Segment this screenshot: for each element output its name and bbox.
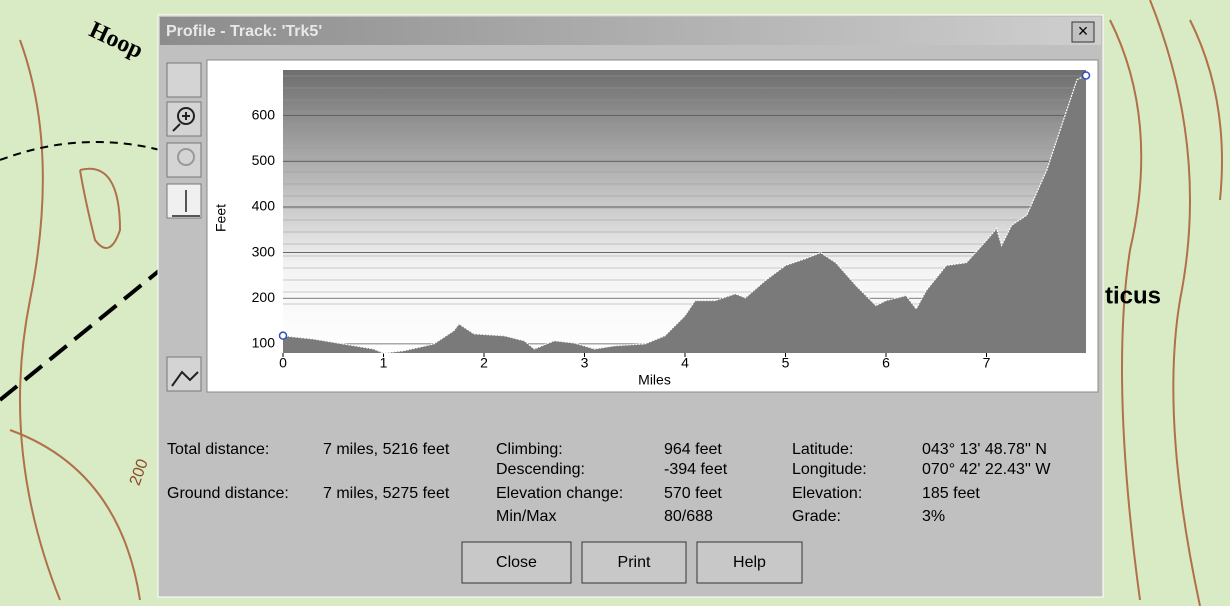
map-road [0, 268, 162, 402]
button-label: Print [618, 554, 651, 571]
stat-label: Latitude: [792, 441, 853, 458]
stat-label: Climbing: [496, 441, 563, 458]
window-title: Profile - Track: 'Trk5' [166, 23, 322, 40]
x-tick-label: 5 [782, 355, 790, 371]
x-tick-label: 0 [279, 355, 287, 371]
close-x-label: × [1078, 21, 1089, 41]
stat-value: 3% [922, 508, 945, 525]
x-axis-label: Miles [638, 372, 671, 388]
stat-label: Longitude: [792, 461, 867, 478]
endpoint [278, 331, 288, 340]
elevation-line [282, 74, 1087, 354]
stat-value: 043° 13' 48.78'' N [922, 441, 1047, 458]
stat-label: Elevation: [792, 485, 862, 502]
stat-label: Total distance: [167, 441, 269, 458]
button[interactable] [581, 541, 687, 584]
button[interactable] [461, 541, 572, 584]
x-tick-label: 1 [380, 355, 388, 371]
y-tick-label: 600 [252, 106, 276, 122]
stat-label: Min/Max [496, 508, 556, 525]
map-trail [0, 141, 161, 161]
stat-value: 7 miles, 5275 feet [323, 485, 450, 502]
stat-value: 185 feet [922, 485, 980, 502]
x-tick-label: 2 [480, 355, 488, 371]
stat-label: Elevation change: [496, 485, 623, 502]
close-x[interactable] [1071, 21, 1095, 43]
stat-label: Descending: [496, 461, 585, 478]
button-label: Help [733, 554, 766, 571]
y-tick-label: 400 [252, 198, 276, 214]
tool-icons [171, 107, 200, 387]
map-label: ticus [1105, 282, 1161, 309]
y-tick-label: 500 [252, 152, 276, 168]
title-bar [160, 17, 1101, 45]
stat-value: 964 feet [664, 441, 722, 458]
y-tick-label: 300 [252, 243, 276, 259]
x-tick-label: 6 [882, 355, 890, 371]
x-tick-label: 3 [581, 355, 589, 371]
button-label: Close [496, 554, 537, 571]
y-tick-label: 200 [252, 289, 276, 305]
y-tick-label: 100 [252, 335, 276, 351]
map-contours [9, 0, 1223, 607]
stat-value: 80/688 [664, 508, 713, 525]
elevation-area [283, 75, 1086, 353]
stat-value: 570 feet [664, 485, 722, 502]
button[interactable] [696, 541, 803, 584]
x-tick-label: 4 [681, 355, 689, 371]
stat-label: Ground distance: [167, 485, 289, 502]
x-tick-label: 7 [983, 355, 991, 371]
stat-value: 7 miles, 5216 feet [323, 441, 450, 458]
y-axis-label: Feet [213, 204, 229, 232]
stat-value: -394 feet [664, 461, 728, 478]
stat-label: Grade: [792, 508, 841, 525]
endpoint [1081, 71, 1091, 80]
stat-value: 070° 42' 22.43'' W [922, 461, 1051, 478]
